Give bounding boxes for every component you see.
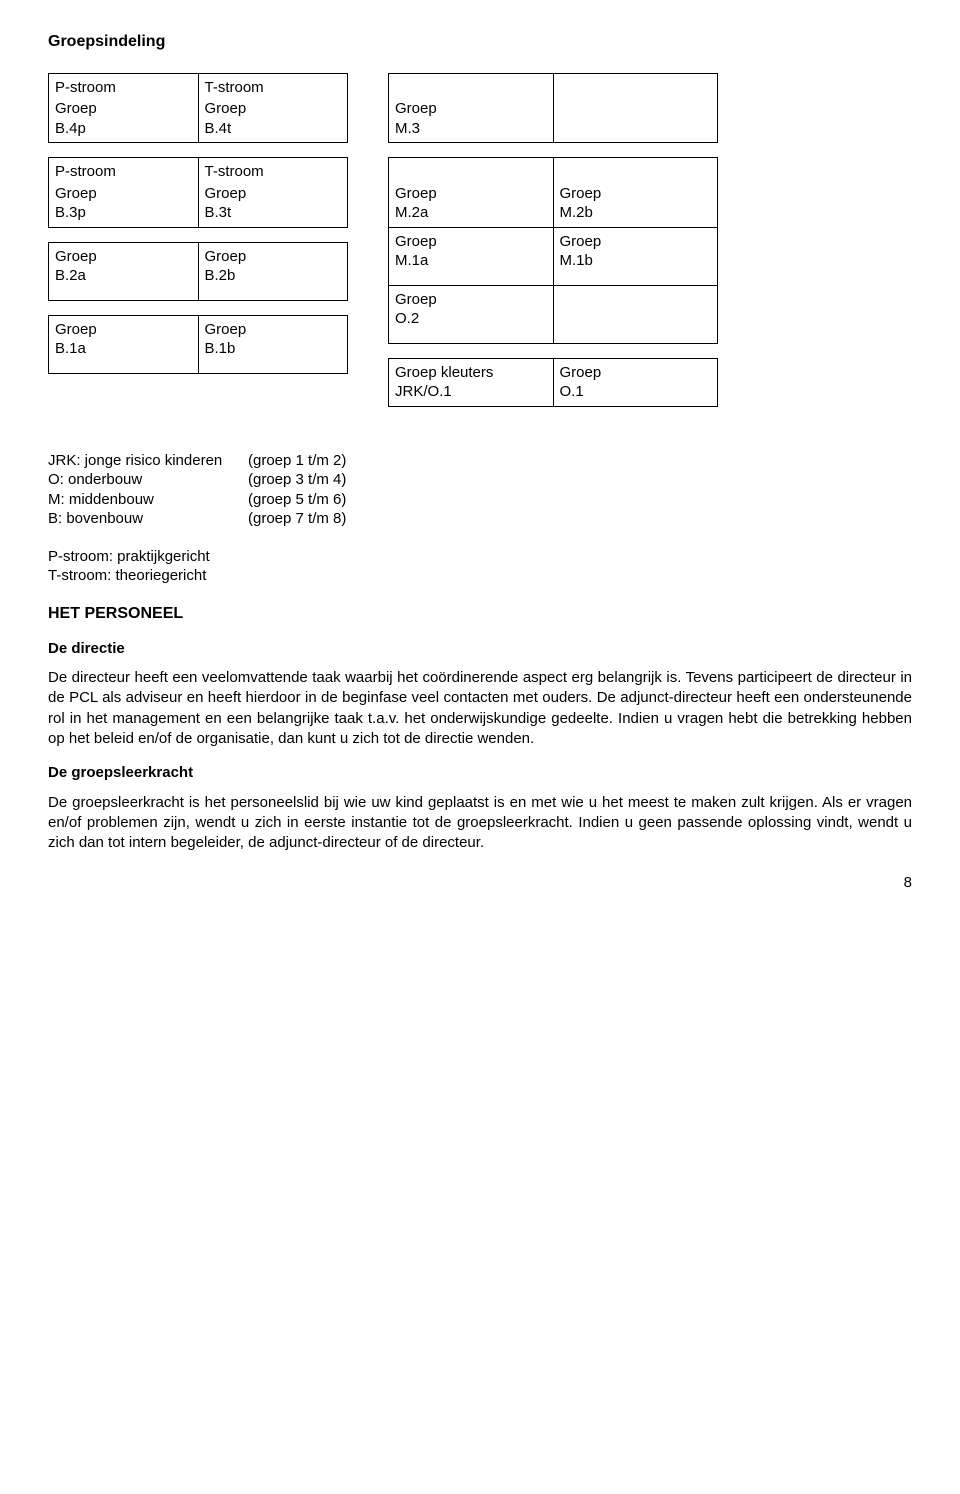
table-cell: Groep B.1b: [198, 315, 348, 373]
cell-line: Groep: [55, 320, 192, 340]
cell-line: Groep kleuters: [395, 363, 547, 383]
cell-spacer: [395, 78, 547, 98]
legend-val: (groep 5 t/m 6): [248, 490, 346, 510]
cell-line: Groep: [395, 99, 547, 119]
cell-line: M.2a: [395, 203, 547, 223]
stream-lines: P-stroom: praktijkgericht T-stroom: theo…: [48, 547, 912, 586]
table-cell: Groep M.2b: [553, 158, 718, 228]
cell-line: M.1a: [395, 251, 547, 271]
cell-line: Groep: [205, 184, 342, 204]
page-number: 8: [48, 873, 912, 893]
cell-line: Groep: [560, 232, 712, 252]
cell-line: B.2a: [55, 266, 192, 286]
legend-key: B: bovenbouw: [48, 509, 248, 529]
table-cell: T-stroom Groep B.4t: [198, 73, 348, 143]
cell-line: Groep: [205, 320, 342, 340]
cell-line: Groep: [55, 247, 192, 267]
cell-line: Groep: [55, 99, 192, 119]
table-right-2: Groep kleuters JRK/O.1 Groep O.1: [388, 358, 718, 407]
table-cell: Groep M.2a: [389, 158, 554, 228]
table-cell: Groep M.3: [389, 73, 554, 143]
cell-line: B.4t: [205, 119, 342, 139]
tables-wrapper: P-stroom Groep B.4p T-stroom Groep B.4t …: [48, 73, 912, 421]
right-column: Groep M.3 Groep M.2a Groep M.2b: [388, 73, 718, 421]
table-cell: P-stroom Groep B.4p: [49, 73, 199, 143]
legend-row: O: onderbouw (groep 3 t/m 4): [48, 470, 912, 490]
table-cell: Groep B.2b: [198, 242, 348, 300]
table-cell: Groep kleuters JRK/O.1: [389, 358, 554, 406]
cell-line: M.3: [395, 119, 547, 139]
cell-header: T-stroom: [205, 78, 342, 98]
table-cell: [553, 73, 718, 143]
cell-line: Groep: [55, 184, 192, 204]
cell-line: Groep: [395, 184, 547, 204]
stream-line: P-stroom: praktijkgericht: [48, 547, 912, 567]
cell-spacer: [395, 162, 547, 182]
legend-row: M: middenbouw (groep 5 t/m 6): [48, 490, 912, 510]
cell-header: P-stroom: [55, 78, 192, 98]
table-cell: Groep O.2: [389, 285, 554, 343]
cell-line: B.1b: [205, 339, 342, 359]
cell-spacer: [560, 162, 712, 182]
cell-line: O.2: [395, 309, 547, 329]
table-left-2: Groep B.2a Groep B.2b: [48, 242, 348, 301]
cell-header: P-stroom: [55, 162, 192, 182]
cell-header: T-stroom: [205, 162, 342, 182]
table-left-3: Groep B.1a Groep B.1b: [48, 315, 348, 374]
paragraph-groepsleerkracht: De groepsleerkracht is het personeelslid…: [48, 793, 912, 854]
table-right-0: Groep M.3: [388, 73, 718, 144]
table-cell: [553, 285, 718, 343]
cell-line: Groep: [205, 247, 342, 267]
stream-line: T-stroom: theoriegericht: [48, 566, 912, 586]
cell-line: Groep: [395, 290, 547, 310]
table-cell: Groep B.2a: [49, 242, 199, 300]
legend-val: (groep 3 t/m 4): [248, 470, 346, 490]
cell-line: Groep: [560, 363, 712, 383]
cell-line: O.1: [560, 382, 712, 402]
table-cell: P-stroom Groep B.3p: [49, 158, 199, 228]
legend-key: JRK: jonge risico kinderen: [48, 451, 248, 471]
cell-line: M.2b: [560, 203, 712, 223]
table-cell: Groep B.1a: [49, 315, 199, 373]
table-left-0: P-stroom Groep B.4p T-stroom Groep B.4t: [48, 73, 348, 144]
table-cell: Groep M.1a: [389, 227, 554, 285]
cell-line: B.2b: [205, 266, 342, 286]
paragraph-directie: De directeur heeft een veelomvattende ta…: [48, 668, 912, 749]
cell-line: Groep: [205, 99, 342, 119]
table-cell: Groep M.1b: [553, 227, 718, 285]
section-heading-personeel: HET PERSONEEL: [48, 604, 912, 625]
cell-line: B.1a: [55, 339, 192, 359]
legend-block: JRK: jonge risico kinderen (groep 1 t/m …: [48, 451, 912, 529]
legend-val: (groep 7 t/m 8): [248, 509, 346, 529]
subheading-groepsleerkracht: De groepsleerkracht: [48, 763, 912, 783]
legend-val: (groep 1 t/m 2): [248, 451, 346, 471]
cell-line: B.3t: [205, 203, 342, 223]
legend-row: JRK: jonge risico kinderen (groep 1 t/m …: [48, 451, 912, 471]
legend-key: M: middenbouw: [48, 490, 248, 510]
cell-line: B.3p: [55, 203, 192, 223]
table-cell: Groep O.1: [553, 358, 718, 406]
cell-line: JRK/O.1: [395, 382, 547, 402]
legend-key: O: onderbouw: [48, 470, 248, 490]
page-title: Groepsindeling: [48, 32, 912, 53]
table-cell: T-stroom Groep B.3t: [198, 158, 348, 228]
cell-line: M.1b: [560, 251, 712, 271]
subheading-directie: De directie: [48, 639, 912, 659]
cell-line: Groep: [560, 184, 712, 204]
cell-line: B.4p: [55, 119, 192, 139]
left-column: P-stroom Groep B.4p T-stroom Groep B.4t …: [48, 73, 348, 421]
table-right-1: Groep M.2a Groep M.2b Groep M.1a Groep M…: [388, 157, 718, 344]
cell-line: Groep: [395, 232, 547, 252]
legend-row: B: bovenbouw (groep 7 t/m 8): [48, 509, 912, 529]
table-left-1: P-stroom Groep B.3p T-stroom Groep B.3t: [48, 157, 348, 228]
